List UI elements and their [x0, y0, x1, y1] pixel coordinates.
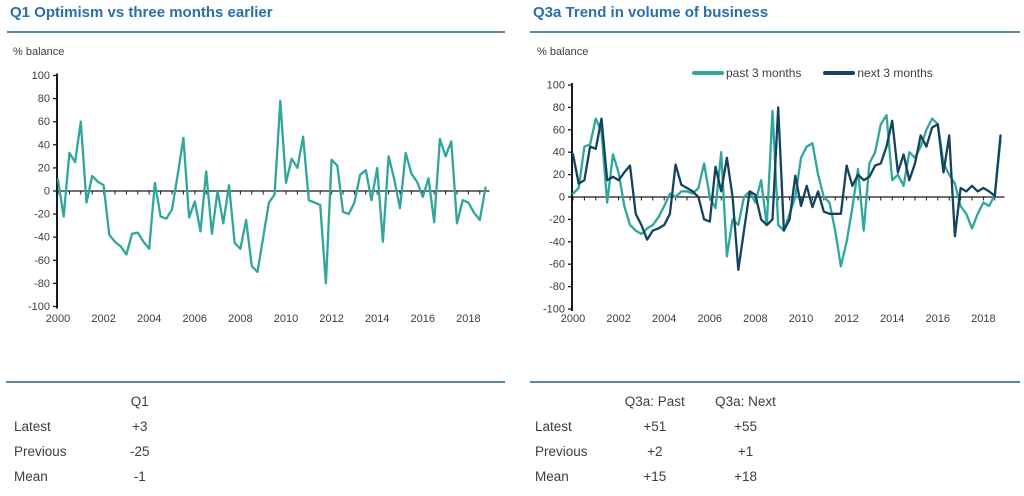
x-axis-tick-label: 2012 [834, 313, 858, 325]
y-axis-tick-label: -80 [549, 281, 565, 293]
x-axis-tick-label: 2008 [228, 313, 252, 325]
y-axis-tick-label: 60 [38, 116, 50, 128]
q1-title-rule [7, 31, 505, 33]
x-axis-tick-label: 2012 [319, 313, 343, 325]
past-3-months-line [571, 109, 1002, 268]
q1-column-header: Q1 [130, 394, 149, 409]
next-series-line-swatch [823, 71, 856, 75]
legend-item-next-3-months: next 3 months [823, 66, 933, 80]
q1-previous-value: -25 [130, 444, 150, 459]
q1-latest-value: +3 [132, 419, 148, 434]
row-label-mean: Mean [14, 469, 48, 484]
y-axis-tick-label: 80 [553, 102, 565, 114]
y-axis-tick-label: 0 [559, 192, 565, 204]
y-axis-tick-label: -100 [28, 301, 50, 313]
table-row: Latest +51 +55 [530, 414, 1020, 439]
q3a-past-latest-value: +51 [643, 419, 667, 434]
row-label-latest: Latest [535, 419, 572, 434]
q1-mean-value: -1 [133, 469, 146, 484]
Q1-optimism-balance-line [56, 99, 487, 285]
x-axis-tick-label: 2014 [880, 313, 904, 325]
q3a-next-previous-value: +1 [737, 444, 754, 459]
next-3-months-line [571, 106, 1002, 271]
q3a-trend-chart: 100 80 60 40 20 0 -20 -40 -60 -80 -100 2000 2002 2004… [512, 60, 1024, 332]
y-axis-tick-label: -60 [549, 259, 565, 271]
q3a-chart-title: Q3a Trend in volume of business [533, 4, 769, 21]
y-axis-tick-label: 20 [553, 169, 565, 181]
q3a-next-mean-value: +18 [734, 469, 757, 484]
q1-y-axis-unit-label: % balance [13, 46, 65, 58]
x-axis-tick-label: 2004 [137, 313, 161, 325]
x-axis-tick-label: 2018 [971, 313, 995, 325]
y-axis-tick-label: 20 [38, 162, 50, 174]
y-axis-tick-label: 100 [547, 80, 565, 92]
q3a-trend-panel: Q3a Trend in volume of business % balanc… [512, 0, 1024, 496]
row-label-previous: Previous [14, 444, 67, 459]
x-axis-tick-label: 2000 [561, 313, 585, 325]
y-axis-tick-label: 0 [44, 186, 50, 198]
q3a-past-mean-value: +15 [643, 469, 667, 484]
x-axis-tick-label: 2018 [456, 313, 480, 325]
chart-legend: past 3 months next 3 months [692, 66, 933, 80]
table-header-row: Q1 [6, 389, 505, 414]
y-axis-tick-label: 80 [38, 93, 50, 105]
x-axis-tick-label: 2004 [652, 313, 676, 325]
x-axis-tick-label: 2016 [411, 313, 435, 325]
y-axis-tick-label: -20 [34, 209, 50, 221]
table-row: Previous -25 [6, 439, 505, 464]
y-axis-tick-label: 40 [38, 139, 50, 151]
x-axis-tick-label: 2000 [46, 313, 70, 325]
x-axis-tick-label: 2010 [274, 313, 298, 325]
y-axis-tick-label: 100 [32, 70, 50, 82]
q1-optimism-panel: Q1 Optimism vs three months earlier % ba… [0, 4, 512, 489]
y-axis-tick-label: 60 [553, 124, 565, 136]
y-axis-tick-label: 40 [553, 147, 565, 159]
x-axis-tick-label: 2008 [743, 313, 767, 325]
y-axis-tick-label: -40 [549, 236, 565, 248]
row-label-mean: Mean [535, 469, 569, 484]
q3a-past-column-header: Q3a: Past [624, 394, 685, 409]
table-row: Previous +2 +1 [530, 439, 1020, 464]
x-axis-tick-label: 2014 [365, 313, 389, 325]
x-axis-tick-label: 2006 [698, 313, 722, 325]
row-label-previous: Previous [535, 444, 588, 459]
q3a-summary-table: Q3a: Past Q3a: Next Latest +51 +55 Previ… [530, 381, 1020, 489]
past-series-line-swatch [692, 71, 724, 75]
y-axis-tick-label: -100 [543, 304, 565, 316]
x-axis-tick-label: 2010 [789, 313, 813, 325]
table-row: Mean +15 +18 [530, 464, 1020, 489]
y-axis-tick-label: -80 [34, 278, 50, 290]
q3a-past-previous-value: +2 [647, 444, 663, 459]
q3a-next-latest-value: +55 [734, 419, 757, 434]
q1-chart-title: Q1 Optimism vs three months earlier [10, 4, 273, 21]
x-axis-tick-label: 2002 [606, 313, 630, 325]
q3a-y-axis-unit-label: % balance [537, 46, 589, 58]
x-axis-tick-label: 2016 [926, 313, 950, 325]
x-axis-tick-label: 2006 [183, 313, 207, 325]
q1-summary-table: Q1 Latest +3 Previous -25 Mean -1 [6, 381, 505, 489]
y-axis-tick-label: -40 [34, 232, 50, 244]
legend-label-next: next 3 months [857, 66, 933, 80]
table-row: Mean -1 [6, 464, 505, 489]
q3a-title-rule [530, 31, 1020, 33]
q3a-next-column-header: Q3a: Next [715, 394, 776, 409]
y-axis-tick-label: -60 [34, 255, 50, 267]
q1-optimism-chart: 100 80 60 40 20 0 -20 -40 -60 -80 -100 2000 2002 2004… [0, 60, 512, 332]
legend-item-past-3-months: past 3 months [692, 66, 801, 80]
table-header-row: Q3a: Past Q3a: Next [530, 389, 1020, 414]
legend-label-past: past 3 months [726, 66, 802, 80]
row-label-latest: Latest [14, 419, 51, 434]
x-axis-tick-label: 2002 [91, 313, 115, 325]
table-row: Latest +3 [6, 414, 505, 439]
y-axis-tick-label: -20 [549, 214, 565, 226]
